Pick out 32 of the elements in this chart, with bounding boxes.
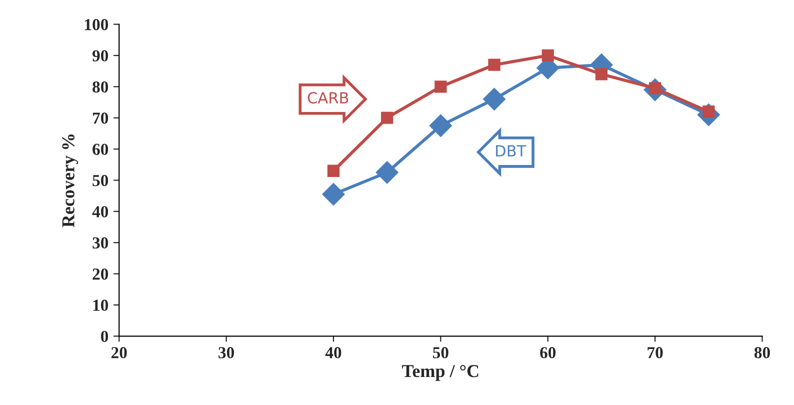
y-tick-label: 90 bbox=[92, 50, 108, 62]
x-tick-label: 50 bbox=[433, 347, 448, 358]
point bbox=[429, 114, 452, 137]
point bbox=[434, 80, 447, 93]
y-tick-label: 100 bbox=[85, 19, 108, 30]
x-tick-label: 80 bbox=[754, 347, 770, 358]
y-tick-label: 40 bbox=[92, 206, 108, 218]
y-axis-title: Recovery % bbox=[62, 134, 78, 228]
y-tick-label: 60 bbox=[92, 144, 108, 155]
y-tick-label: 50 bbox=[92, 174, 108, 186]
x-tick-label: 60 bbox=[540, 347, 556, 358]
x-tick-label: 40 bbox=[325, 347, 342, 358]
x-tick-label: 20 bbox=[111, 347, 127, 358]
x-axis-title: Temp / °C bbox=[402, 364, 478, 381]
y-tick-label: 30 bbox=[92, 237, 108, 249]
x-tick-label: 30 bbox=[218, 347, 234, 358]
text: DBT bbox=[496, 145, 526, 156]
point bbox=[322, 182, 345, 206]
y-tick-label: 10 bbox=[93, 300, 108, 311]
point bbox=[482, 88, 506, 110]
point bbox=[381, 112, 394, 124]
point bbox=[488, 58, 500, 71]
x-tick-label: 70 bbox=[648, 347, 663, 358]
y-tick-label: 0 bbox=[100, 330, 108, 342]
y-tick-label: 80 bbox=[92, 81, 108, 93]
text: CARB bbox=[308, 92, 348, 104]
y-tick-label: 70 bbox=[92, 112, 108, 124]
point bbox=[542, 49, 554, 62]
y-tick-label: 20 bbox=[92, 268, 108, 280]
point bbox=[376, 161, 398, 184]
point bbox=[595, 68, 608, 80]
point bbox=[327, 164, 340, 177]
